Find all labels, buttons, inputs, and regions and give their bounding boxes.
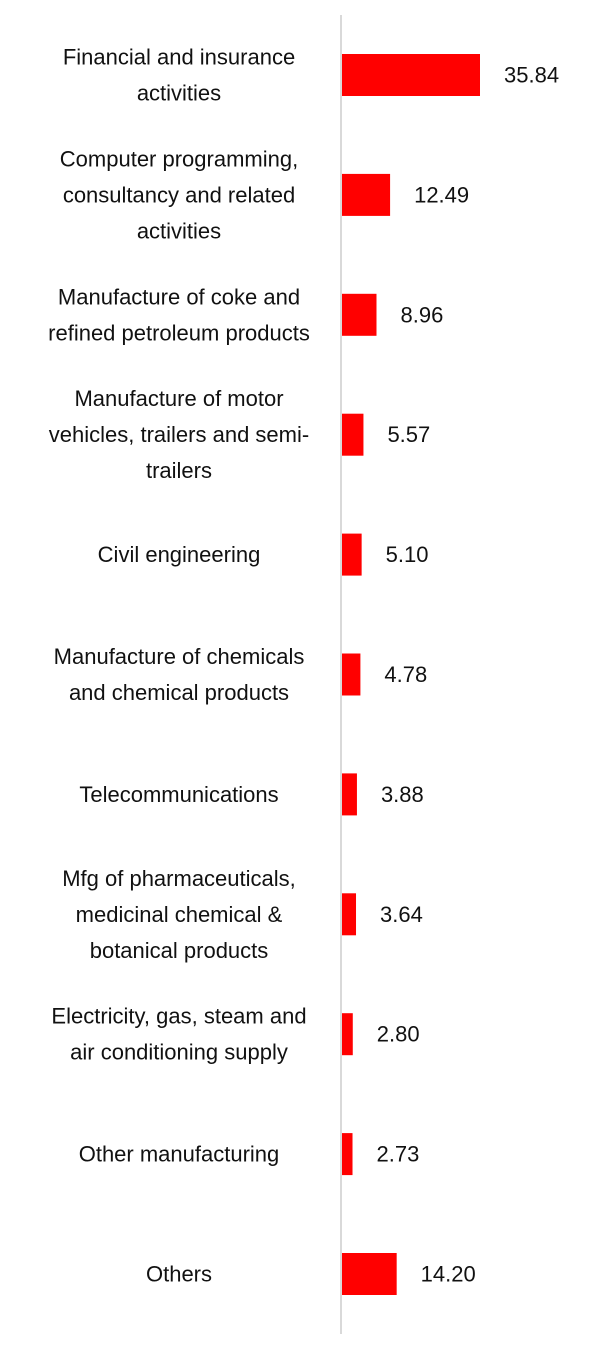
category-label-line: Manufacture of motor xyxy=(74,386,283,411)
value-label: 14.20 xyxy=(421,1262,476,1287)
value-label: 4.78 xyxy=(384,662,427,687)
category-labels-group: Financial and insurance activitiesCompute… xyxy=(48,45,310,1287)
category-label-line: Civil engineering xyxy=(98,542,261,567)
category-label-line: and chemical products xyxy=(69,680,289,705)
bar xyxy=(342,1133,353,1176)
category-label-line: Mfg of pharmaceuticals, xyxy=(62,866,296,891)
bar xyxy=(342,893,357,936)
value-label: 3.88 xyxy=(381,782,424,807)
category-label-line: Manufacture of chemicals xyxy=(54,644,305,669)
bar xyxy=(342,54,480,96)
category-label-line: activities xyxy=(137,81,221,106)
category-label-line: consultancy and related xyxy=(63,182,295,207)
bars-group xyxy=(342,54,480,1295)
category-label: Others xyxy=(146,1262,212,1287)
value-label: 5.10 xyxy=(386,542,429,567)
category-label-line: Manufacture of coke and xyxy=(58,284,300,309)
value-labels-group: 35.84 12.49 8.96 5.57 5.10 4.78 3.88 3.64 2.80 2.… xyxy=(377,63,560,1287)
bar xyxy=(342,413,364,456)
value-label: 5.57 xyxy=(387,422,430,447)
category-label: Civil engineering xyxy=(98,542,261,567)
category-label: Mfg of pharmaceuticals, medicinal chemica… xyxy=(62,866,296,963)
category-label-line: trailers xyxy=(146,458,212,483)
value-label: 2.73 xyxy=(377,1142,420,1167)
category-label-line: vehicles, trailers and semi- xyxy=(49,422,309,447)
category-label-line: Telecommunications xyxy=(79,782,278,807)
category-label: Computer programming, consultancy and rel… xyxy=(60,146,298,243)
bar xyxy=(342,173,391,216)
category-label-line: activities xyxy=(137,218,221,243)
category-label-line: Others xyxy=(146,1262,212,1287)
bar xyxy=(342,533,362,576)
category-label-line: Computer programming, xyxy=(60,146,298,171)
category-label: Electricity, gas, steam and air condition… xyxy=(51,1004,306,1065)
bar xyxy=(342,653,361,696)
bar xyxy=(342,773,357,816)
category-label-line: refined petroleum products xyxy=(48,320,310,345)
bar xyxy=(342,1253,397,1295)
category-label: Manufacture of motor vehicles, trailers a… xyxy=(49,386,309,483)
category-label: Financial and insurance activities xyxy=(63,45,295,106)
value-label: 8.96 xyxy=(401,302,444,327)
category-label-line: botanical products xyxy=(90,938,269,963)
category-label-line: medicinal chemical & xyxy=(76,902,283,927)
category-label-line: air conditioning supply xyxy=(70,1040,288,1065)
bar xyxy=(342,293,377,336)
category-label: Manufacture of chemicals and chemical pro… xyxy=(54,644,305,705)
value-label: 2.80 xyxy=(377,1022,420,1047)
category-label-line: Other manufacturing xyxy=(79,1142,280,1167)
category-label-line: Electricity, gas, steam and xyxy=(51,1004,306,1029)
category-label: Manufacture of coke and refined petroleum… xyxy=(48,284,310,345)
value-label: 3.64 xyxy=(380,902,423,927)
category-label: Other manufacturing xyxy=(79,1142,280,1167)
value-label: 35.84 xyxy=(504,63,559,88)
bar xyxy=(342,1013,353,1056)
value-label: 12.49 xyxy=(414,182,469,207)
category-label: Telecommunications xyxy=(79,782,278,807)
category-label-line: Financial and insurance xyxy=(63,45,295,70)
